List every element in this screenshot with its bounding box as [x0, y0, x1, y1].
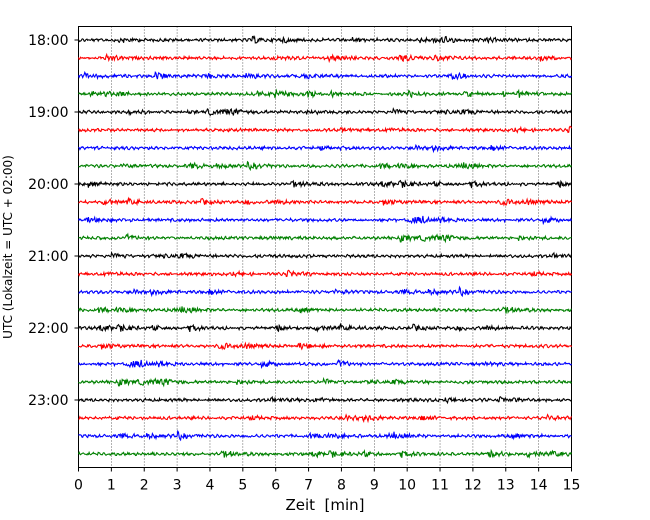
y-axis: 18:00 19:00 20:00 21:00 22:00 23:00 [28, 33, 79, 409]
x-tick-label: 6 [271, 478, 280, 494]
x-tick-label: 11 [431, 478, 449, 494]
trace-2000 [78, 179, 572, 189]
x-tick-label: 8 [337, 478, 346, 494]
x-axis-label: Zeit [min] [285, 496, 364, 514]
trace-2045 [78, 232, 572, 244]
trace-2030 [78, 215, 573, 226]
trace-2115 [77, 269, 572, 278]
trace-2315 [78, 413, 572, 424]
trace-1845 [78, 88, 572, 99]
trace-2300 [78, 395, 572, 405]
trace-2215 [78, 341, 572, 351]
y-tick-label: 23:00 [28, 393, 68, 409]
x-tick-label: 0 [74, 478, 83, 494]
y-axis-label: UTC (Lokalzeit = UTC + 02:00) [1, 155, 15, 339]
y-tick-label: 19:00 [28, 105, 68, 121]
trace-1930 [78, 143, 572, 154]
trace-2015 [78, 196, 572, 207]
trace-2330 [78, 429, 572, 442]
plot-frame [78, 26, 572, 468]
x-tick-label: 9 [370, 478, 379, 494]
x-tick-label: 2 [140, 478, 149, 494]
trace-2230 [78, 359, 572, 370]
trace-group [77, 35, 573, 459]
trace-2200 [78, 322, 572, 333]
trace-1830 [77, 70, 572, 81]
trace-1900 [78, 107, 573, 117]
x-tick-label: 3 [173, 478, 182, 494]
x-tick-label: 7 [304, 478, 313, 494]
x-tick-label: 10 [398, 478, 416, 494]
y-tick-label: 18:00 [28, 33, 68, 49]
x-tick-label: 5 [238, 478, 247, 494]
trace-1800 [77, 35, 572, 45]
y-tick-label: 20:00 [28, 177, 68, 193]
trace-2130 [78, 285, 572, 298]
trace-1915 [78, 125, 572, 134]
trace-1815 [77, 52, 572, 64]
grid-lines [111, 26, 539, 468]
y-tick-label: 21:00 [28, 249, 68, 265]
x-tick-label: 13 [497, 478, 515, 494]
y-tick-label: 22:00 [28, 321, 68, 337]
trace-1945 [78, 160, 572, 172]
trace-2100 [78, 251, 572, 260]
x-axis: 0 1 2 3 4 5 6 7 8 9 10 11 12 13 14 15 [74, 467, 581, 494]
trace-2245 [78, 376, 572, 388]
x-tick-label: 12 [464, 478, 482, 494]
trace-2145 [78, 306, 572, 314]
x-tick-label: 1 [107, 478, 116, 494]
x-tick-label: 15 [563, 478, 581, 494]
x-tick-label: 14 [530, 478, 548, 494]
trace-2345 [77, 448, 572, 459]
x-tick-label: 4 [206, 478, 215, 494]
